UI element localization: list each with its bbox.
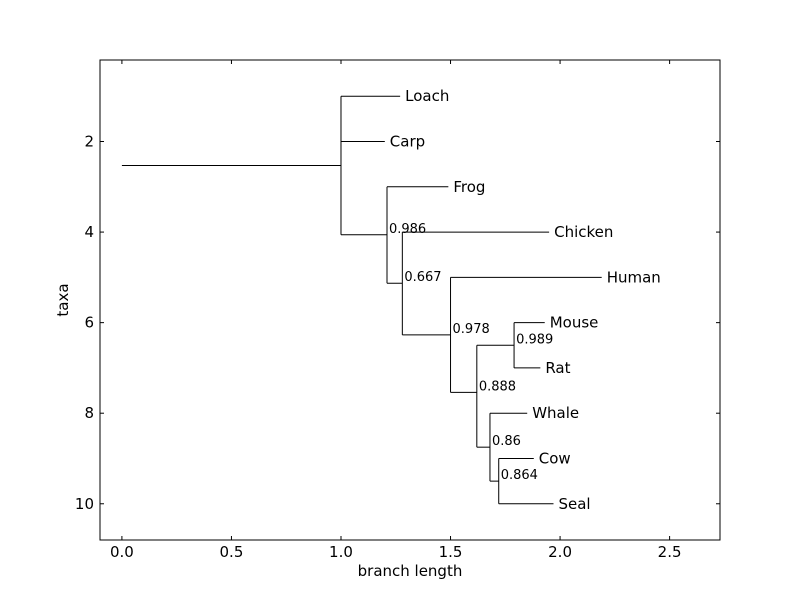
x-axis-label: branch length	[358, 562, 463, 580]
leaf-label: Mouse	[550, 314, 599, 332]
y-axis-label: taxa	[54, 283, 72, 316]
x-tick-label: 2.5	[658, 543, 682, 561]
leaf-label: Frog	[453, 178, 485, 196]
leaf-label: Carp	[390, 133, 425, 151]
y-tick-label: 8	[84, 404, 94, 422]
support-value-label: 0.667	[404, 270, 441, 285]
tree-labels: 0.986 0.667 0.978 0.888 0.989 0.86 0.864 Loach C…	[389, 87, 661, 513]
y-tick-label: 6	[84, 314, 94, 332]
support-value-label: 0.989	[516, 332, 553, 347]
y-tick-label: 4	[84, 223, 94, 241]
x-tick-label: 2.0	[548, 543, 572, 561]
leaf-label: Whale	[532, 404, 579, 422]
support-value-label: 0.864	[501, 468, 538, 483]
leaf-label: Chicken	[554, 223, 613, 241]
support-value-label: 0.888	[479, 379, 516, 394]
support-value-label: 0.978	[453, 322, 490, 337]
y-tick-label: 2	[84, 133, 94, 151]
x-tick-label: 0.5	[220, 543, 244, 561]
leaf-label: Rat	[545, 359, 570, 377]
x-tick-label: 1.5	[439, 543, 463, 561]
leaf-label: Human	[607, 268, 661, 286]
axis-ticks: 0.0 0.5 1.0 1.5 2.0 2.5 2 4 6 8 10	[75, 60, 720, 561]
x-tick-label: 1.0	[329, 543, 353, 561]
leaf-label: Loach	[405, 87, 449, 105]
support-value-label: 0.86	[492, 434, 521, 449]
plot-frame	[99, 59, 721, 541]
support-value-label: 0.986	[389, 222, 426, 237]
x-tick-label: 0.0	[110, 543, 134, 561]
leaf-label: Cow	[539, 449, 571, 467]
tree-branches	[121, 95, 602, 505]
y-tick-label: 10	[75, 495, 94, 513]
leaf-label: Seal	[558, 495, 590, 513]
